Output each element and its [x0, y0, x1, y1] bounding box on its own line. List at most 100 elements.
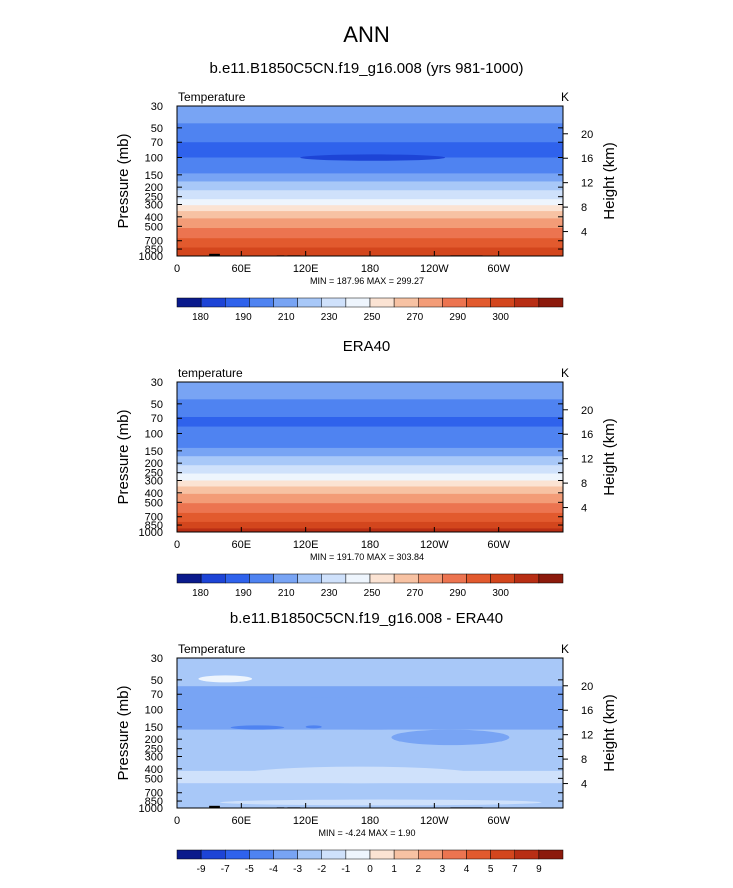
colorbar-swatch	[225, 573, 250, 584]
colorbar-label: 230	[321, 588, 338, 599]
y-tick-label: 30	[151, 377, 163, 389]
contour-feature	[230, 725, 285, 730]
colorbar-swatch	[393, 297, 419, 308]
x-tick-label: 180	[361, 815, 379, 827]
x-tick-label: 120E	[293, 263, 319, 275]
colorbar-label: 4	[464, 864, 470, 875]
y2-tick-label: 20	[581, 129, 593, 141]
colorbar-swatch	[393, 849, 419, 860]
colorbar-swatch	[418, 849, 443, 860]
colorbar-swatch	[225, 849, 250, 860]
x-tick-label: 60E	[232, 539, 252, 551]
y-tick-label: 100	[145, 705, 163, 717]
contour-band	[177, 456, 563, 466]
colorbar-label: -2	[317, 864, 326, 875]
y2-tick-label: 16	[581, 153, 593, 165]
colorbar-label: -7	[221, 864, 230, 875]
colorbar-label: 290	[449, 588, 466, 599]
x-tick-label: 180	[361, 539, 379, 551]
panel-1-chart: Temperature K3050701001502002503004005007…	[115, 90, 618, 323]
y-tick-label: 150	[145, 446, 163, 458]
contour-band	[177, 181, 563, 191]
y-tick-label: 700	[145, 788, 163, 800]
y-tick-label: 850	[145, 244, 163, 256]
colorbar-swatch	[297, 573, 322, 584]
x-tick-label: 0	[174, 263, 180, 275]
y2-axis-title: Height (km)	[601, 142, 618, 220]
plot-area	[177, 658, 563, 808]
y-tick-label: 1000	[139, 803, 163, 815]
y2-tick-label: 20	[581, 681, 593, 693]
colorbar-swatch	[369, 849, 395, 860]
colorbar-swatch	[176, 849, 202, 860]
y-tick-label: 70	[151, 137, 163, 149]
y-tick-label: 50	[151, 675, 163, 687]
y-tick-label: 400	[145, 212, 163, 224]
colorbar-swatch	[490, 297, 515, 308]
colorbar-swatch	[466, 849, 491, 860]
colorbar-swatch	[321, 849, 347, 860]
x-tick-label: 60W	[487, 263, 510, 275]
contour-band	[177, 417, 563, 428]
x-tick-label: 120E	[293, 815, 319, 827]
y-tick-label: 30	[151, 653, 163, 665]
contour-band	[177, 123, 563, 143]
y-tick-label: 300	[145, 751, 163, 763]
y-axis-title: Pressure (mb)	[115, 409, 132, 504]
y-tick-label: 150	[145, 722, 163, 734]
contour-band	[177, 493, 563, 504]
colorbar-swatch	[466, 573, 491, 584]
contour-feature	[391, 729, 510, 746]
x-tick-label: 120W	[420, 263, 449, 275]
colorbar-label: 180	[192, 312, 209, 323]
colorbar-swatch	[490, 849, 515, 860]
contour-band	[177, 503, 563, 514]
colorbar-swatch	[466, 297, 491, 308]
x-tick-label: 60E	[232, 263, 252, 275]
panel-1-title: b.e11.B1850C5CN.f19_g16.008 (yrs 981-100…	[209, 60, 524, 77]
colorbar-label: 190	[235, 588, 252, 599]
colorbar-swatch	[538, 297, 564, 308]
colorbar-swatch	[345, 849, 371, 860]
y-tick-label: 150	[145, 170, 163, 182]
plot-area	[177, 106, 563, 256]
colorbar-label: -4	[269, 864, 278, 875]
y-tick-label: 70	[151, 413, 163, 425]
contour-band	[177, 686, 563, 698]
y-tick-label: 50	[151, 399, 163, 411]
units-label: K	[561, 642, 569, 656]
contour-band	[177, 173, 563, 182]
contour-band	[177, 473, 563, 481]
colorbar-label: 250	[364, 312, 381, 323]
minmax-label: MIN = 191.70 MAX = 303.84	[310, 552, 424, 562]
y-tick-label: 200	[145, 182, 163, 194]
plot-area	[177, 382, 563, 532]
variable-label: Temperature	[178, 90, 246, 104]
colorbar-swatch	[200, 297, 226, 308]
colorbar-swatch	[514, 849, 540, 860]
colorbar-label: 1	[391, 864, 397, 875]
contour-feature	[482, 770, 499, 781]
colorbar-swatch	[514, 297, 540, 308]
contour-band	[177, 199, 563, 206]
y-tick-label: 850	[145, 796, 163, 808]
colorbar-label: 0	[367, 864, 373, 875]
x-tick-label: 60W	[487, 815, 510, 827]
panel-3-chart: Temperature K3050701001502002503004005007…	[115, 642, 618, 875]
colorbar-label: 190	[235, 312, 252, 323]
colorbar-swatch	[200, 849, 226, 860]
colorbar-swatch	[297, 849, 322, 860]
x-tick-label: 120W	[420, 539, 449, 551]
y-tick-label: 300	[145, 475, 163, 487]
colorbar-label: 300	[492, 312, 509, 323]
y-tick-label: 1000	[139, 527, 163, 539]
contour-band	[177, 512, 563, 523]
y2-tick-label: 8	[581, 754, 587, 766]
units-label: K	[561, 90, 569, 104]
contour-band	[177, 486, 563, 495]
y-tick-label: 100	[145, 429, 163, 441]
x-tick-label: 120W	[420, 815, 449, 827]
contour-band	[177, 382, 563, 400]
y-tick-label: 30	[151, 101, 163, 113]
contour-band	[177, 426, 563, 449]
